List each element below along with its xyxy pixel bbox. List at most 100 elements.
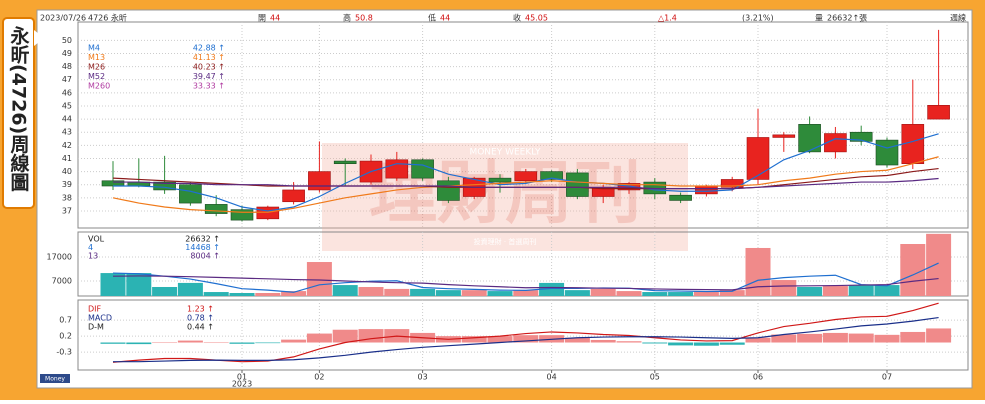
y-tick-label: 44: [62, 115, 72, 124]
macd-bar: [668, 342, 694, 346]
macd-bar: [564, 337, 590, 343]
volume-bar: [410, 288, 436, 296]
legend-name: 4: [88, 243, 93, 252]
quote-value: 50.8: [355, 14, 373, 23]
macd-bar: [152, 342, 178, 344]
macd-bar: [306, 333, 332, 343]
quote-value: 44: [440, 14, 450, 23]
header-period: 週線: [950, 13, 966, 23]
quote-label: 低: [428, 13, 436, 23]
volume-bar: [100, 273, 126, 296]
legend-value: 0.78 ↑: [187, 314, 214, 323]
legend-name: 13: [88, 252, 98, 261]
x-tick-label: 02: [314, 373, 324, 382]
legend-value: 8004 ↑: [190, 252, 220, 261]
volume-bar: [332, 285, 358, 296]
macd-bar: [616, 341, 642, 343]
quote-value: 45.05: [525, 14, 548, 23]
side-title: 永昕(4726)周線圖: [8, 25, 31, 192]
legend-name: DIF: [88, 305, 102, 314]
legend-name: M26: [88, 63, 105, 72]
header-symbol: 4726 永昕: [88, 13, 127, 23]
macd-bar: [461, 336, 487, 343]
candle-body: [204, 204, 228, 214]
y-tick-label: 38: [62, 193, 72, 202]
legend-value: 0.44 ↑: [187, 323, 214, 332]
panel: [77, 299, 969, 371]
macd-bar: [203, 342, 229, 344]
legend-name: M52: [88, 72, 105, 81]
header-date: 2023/07/26: [40, 14, 86, 23]
line-series: [113, 316, 939, 363]
volume-bar: [719, 290, 745, 296]
y-tick-label: 0.2: [59, 332, 72, 341]
quote-label: 開: [258, 14, 266, 23]
candle-body: [333, 160, 357, 165]
candle-body: [798, 124, 821, 153]
macd-bar: [771, 334, 797, 343]
line-series: [113, 177, 939, 190]
candle-body: [282, 189, 305, 203]
watermark: MONEY WEEKLY 理財周刊 投資理財 · 首選周刊: [322, 143, 688, 251]
line-series: [112, 302, 939, 363]
line-series: [112, 275, 939, 291]
quote-label: 高: [343, 13, 351, 23]
volume-bar: [926, 233, 952, 296]
line-series: [112, 156, 939, 213]
macd-bar: [513, 335, 539, 343]
legend-value: 41.13 ↑: [193, 53, 225, 62]
y-tick-label: 43: [62, 128, 72, 137]
legend-name: D-M: [88, 323, 104, 332]
y-tick-label: 49: [62, 49, 72, 58]
macd-bar: [642, 342, 668, 344]
macd-bar: [255, 342, 281, 344]
legend-name: M4: [88, 44, 100, 53]
x-tick-label: 07: [882, 373, 892, 382]
y-tick-label: 48: [62, 62, 72, 71]
logo: Money: [45, 376, 65, 383]
volume-bar: [564, 290, 590, 296]
volume-bar: [616, 291, 642, 296]
y-tick-label: 42: [62, 141, 72, 150]
header-volume-label: 量: [815, 14, 823, 23]
header-change-pct: (3.21%): [742, 14, 774, 23]
macd-bar: [719, 342, 745, 345]
y-tick-label: 46: [62, 88, 72, 97]
y-tick-label: 0.7: [59, 316, 72, 325]
volume-bar: [693, 291, 719, 296]
x-tick-label: 04: [547, 373, 557, 382]
legend-name: M13: [88, 53, 105, 62]
x-year-label: 2023: [232, 380, 252, 389]
volume-bar: [874, 285, 900, 296]
y-tick-label: 50: [62, 36, 72, 45]
candle-body: [669, 194, 692, 201]
volume-bar: [255, 292, 281, 296]
candle-body: [437, 180, 460, 201]
candle-body: [540, 171, 563, 180]
legend-value: 33.33 ↑: [193, 82, 225, 91]
header-volume: 26632↑張: [827, 14, 867, 23]
quote-value: 44: [270, 14, 280, 23]
legend-value: 1.23 ↑: [187, 305, 214, 314]
legend-name: M260: [88, 82, 110, 91]
macd-bar: [332, 329, 358, 343]
macd-bar: [797, 333, 823, 343]
candle-body: [772, 134, 796, 138]
y-tick-label: 37: [62, 206, 72, 215]
legend-value: 26632 ↑: [185, 235, 220, 244]
volume-bar: [152, 286, 178, 296]
watermark-top: MONEY WEEKLY: [469, 148, 541, 158]
volume-bar: [461, 290, 487, 296]
candle-body: [927, 105, 950, 120]
volume-bar: [513, 290, 539, 296]
legend-value: 14468 ↑: [185, 243, 220, 252]
header-change: △1.4: [658, 14, 677, 23]
logo-box: [40, 374, 70, 383]
volume-bar: [539, 282, 565, 296]
macd-bar: [822, 332, 848, 343]
panel: [77, 21, 969, 229]
candle-body: [849, 131, 873, 142]
candle-body: [746, 137, 770, 180]
y-tick-label: 45: [62, 101, 72, 110]
